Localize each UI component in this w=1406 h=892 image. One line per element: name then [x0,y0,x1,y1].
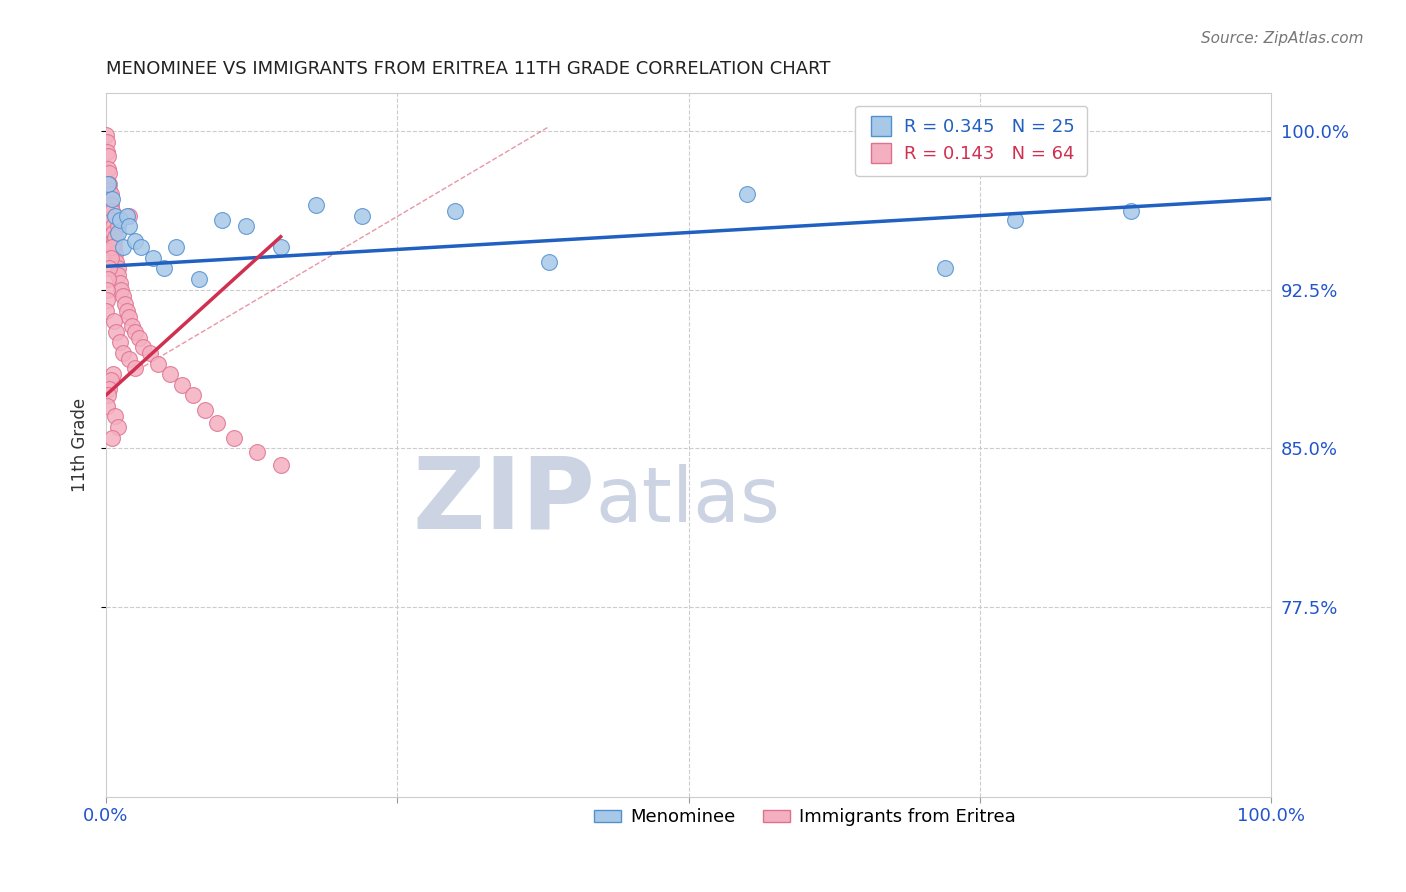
Point [188,272,211,286]
Point [128,331,150,345]
Point [100,430,122,444]
Point [97,177,120,191]
Point [98,166,121,180]
Point [139,346,162,360]
Point [205,416,228,430]
Point [94,128,117,143]
Point [96,145,118,160]
Point [1121,204,1143,219]
Point [148,357,170,371]
Point [100,240,122,254]
Point [96,135,118,149]
Point [101,367,124,381]
Point [112,240,135,254]
Point [118,219,141,234]
Point [100,204,122,219]
Point [141,251,163,265]
Point [1004,212,1026,227]
Point [118,209,141,223]
Point [194,403,217,417]
Point [107,219,129,234]
Point [211,212,233,227]
Text: atlas: atlas [595,464,780,538]
Point [101,226,124,240]
Point [104,409,127,424]
Point [114,297,136,311]
Legend: Menominee, Immigrants from Eritrea: Menominee, Immigrants from Eritrea [588,801,1024,833]
Point [118,352,141,367]
Point [98,177,121,191]
Point [104,209,127,223]
Point [153,261,176,276]
Point [98,183,121,197]
Point [235,219,257,234]
Point [97,272,120,286]
Point [103,240,125,254]
Point [103,234,125,248]
Point [107,268,129,282]
Point [98,261,121,276]
Point [110,283,132,297]
Point [132,340,155,354]
Point [100,192,122,206]
Point [735,187,758,202]
Point [101,219,124,234]
Point [100,212,122,227]
Point [96,283,118,297]
Point [104,246,127,260]
Point [537,255,560,269]
Point [118,310,141,324]
Point [96,293,118,307]
Point [444,204,467,219]
Point [107,226,129,240]
Point [107,261,129,276]
Point [304,198,326,212]
Point [97,149,120,163]
Point [97,388,120,402]
Point [94,303,117,318]
Point [222,430,245,444]
Point [105,325,128,339]
Point [129,240,152,254]
Point [98,382,121,396]
Point [97,162,120,177]
Point [115,209,138,223]
Y-axis label: 11th Grade: 11th Grade [72,398,89,492]
Point [270,458,292,472]
Point [115,303,138,318]
Point [100,187,122,202]
Point [165,240,187,254]
Point [96,399,118,413]
Point [124,325,146,339]
Point [112,346,135,360]
Text: ZIP: ZIP [412,453,595,549]
Point [121,318,143,333]
Point [105,255,128,269]
Point [352,209,374,223]
Point [170,377,193,392]
Point [246,445,269,459]
Point [181,388,204,402]
Point [124,360,146,375]
Point [112,289,135,303]
Point [159,367,181,381]
Point [124,234,146,248]
Text: MENOMINEE VS IMMIGRANTS FROM ERITREA 11TH GRADE CORRELATION CHART: MENOMINEE VS IMMIGRANTS FROM ERITREA 11T… [105,60,831,78]
Point [108,212,131,227]
Point [103,314,125,328]
Point [100,374,122,388]
Point [108,335,131,350]
Point [108,277,131,291]
Point [104,229,127,244]
Point [270,240,292,254]
Text: Source: ZipAtlas.com: Source: ZipAtlas.com [1201,31,1364,46]
Point [100,198,122,212]
Point [107,420,129,434]
Point [100,251,122,265]
Point [934,261,956,276]
